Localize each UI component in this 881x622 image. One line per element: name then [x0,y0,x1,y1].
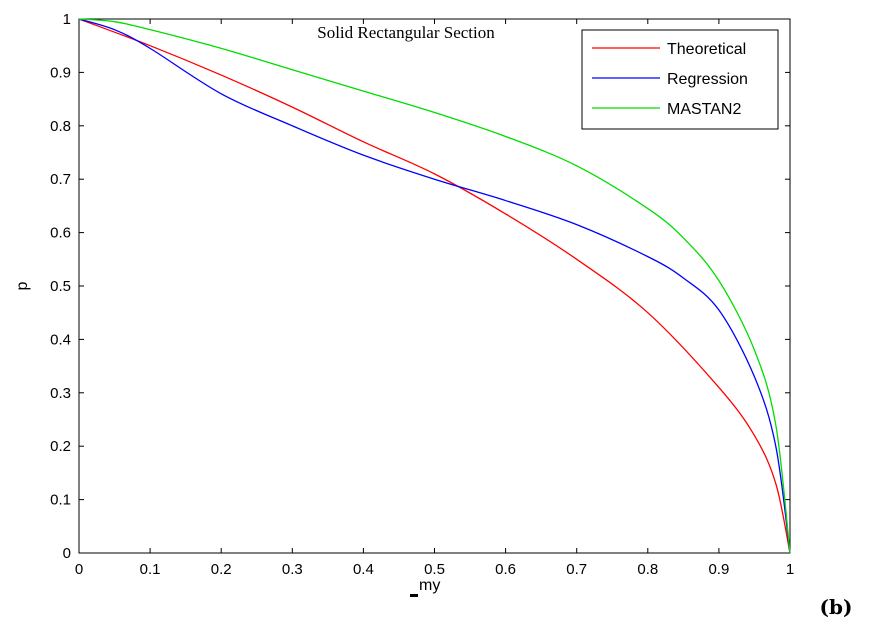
x-tick-label: 0.5 [424,561,445,578]
legend-box [581,29,779,130]
y-tick-label: 0.5 [50,278,71,295]
x-tick-label: 0.3 [282,561,303,578]
x-tick-label: 0 [75,561,83,578]
y-tick-label: 0 [63,545,71,562]
legend: Theoretical Regression MASTAN2 [581,29,779,130]
y-tick-label: 0.1 [50,492,71,509]
y-tick-label: 0.9 [50,64,71,81]
y-tick-label: 0.8 [50,118,71,135]
series-line-theoretical [78,18,791,554]
y-axis-label: p [14,281,31,290]
y-tick-label: 0.7 [50,171,71,188]
y-tick-label: 1 [63,11,71,28]
panel-label: (b) [820,595,853,619]
x-tick-label: 0.8 [637,561,658,578]
x-tick-label: 0.7 [566,561,587,578]
legend-label-regression: Regression [667,71,748,88]
y-tick-label: 0.6 [50,225,71,242]
series-line-regression [78,18,791,554]
y-tick-label: 0.3 [50,385,71,402]
x-tick-label: 1 [786,561,794,578]
series-lines [78,18,791,554]
x-tick-label: 0.9 [708,561,729,578]
chart-title: Solid Rectangular Section [317,23,495,42]
y-tick-labels: 0 0.1 0.2 0.3 0.4 0.5 0.6 0.7 0.8 0.9 1 [50,11,71,562]
y-tick-label: 0.2 [50,438,71,455]
series-line-mastan2 [78,18,791,554]
x-tick-labels: 0 0.1 0.2 0.3 0.4 0.5 0.6 0.7 0.8 0.9 1 [75,561,794,578]
x-tick-label: 0.2 [211,561,232,578]
y-tick-label: 0.4 [50,331,71,348]
legend-label-mastan2: MASTAN2 [667,101,741,118]
x-axis-label: my [419,577,440,594]
x-tick-label: 0.4 [353,561,374,578]
legend-label-theoretical: Theoretical [667,41,746,58]
x-tick-label: 0.6 [495,561,516,578]
x-axis-label-underscore [410,594,418,597]
x-tick-label: 0.1 [140,561,161,578]
